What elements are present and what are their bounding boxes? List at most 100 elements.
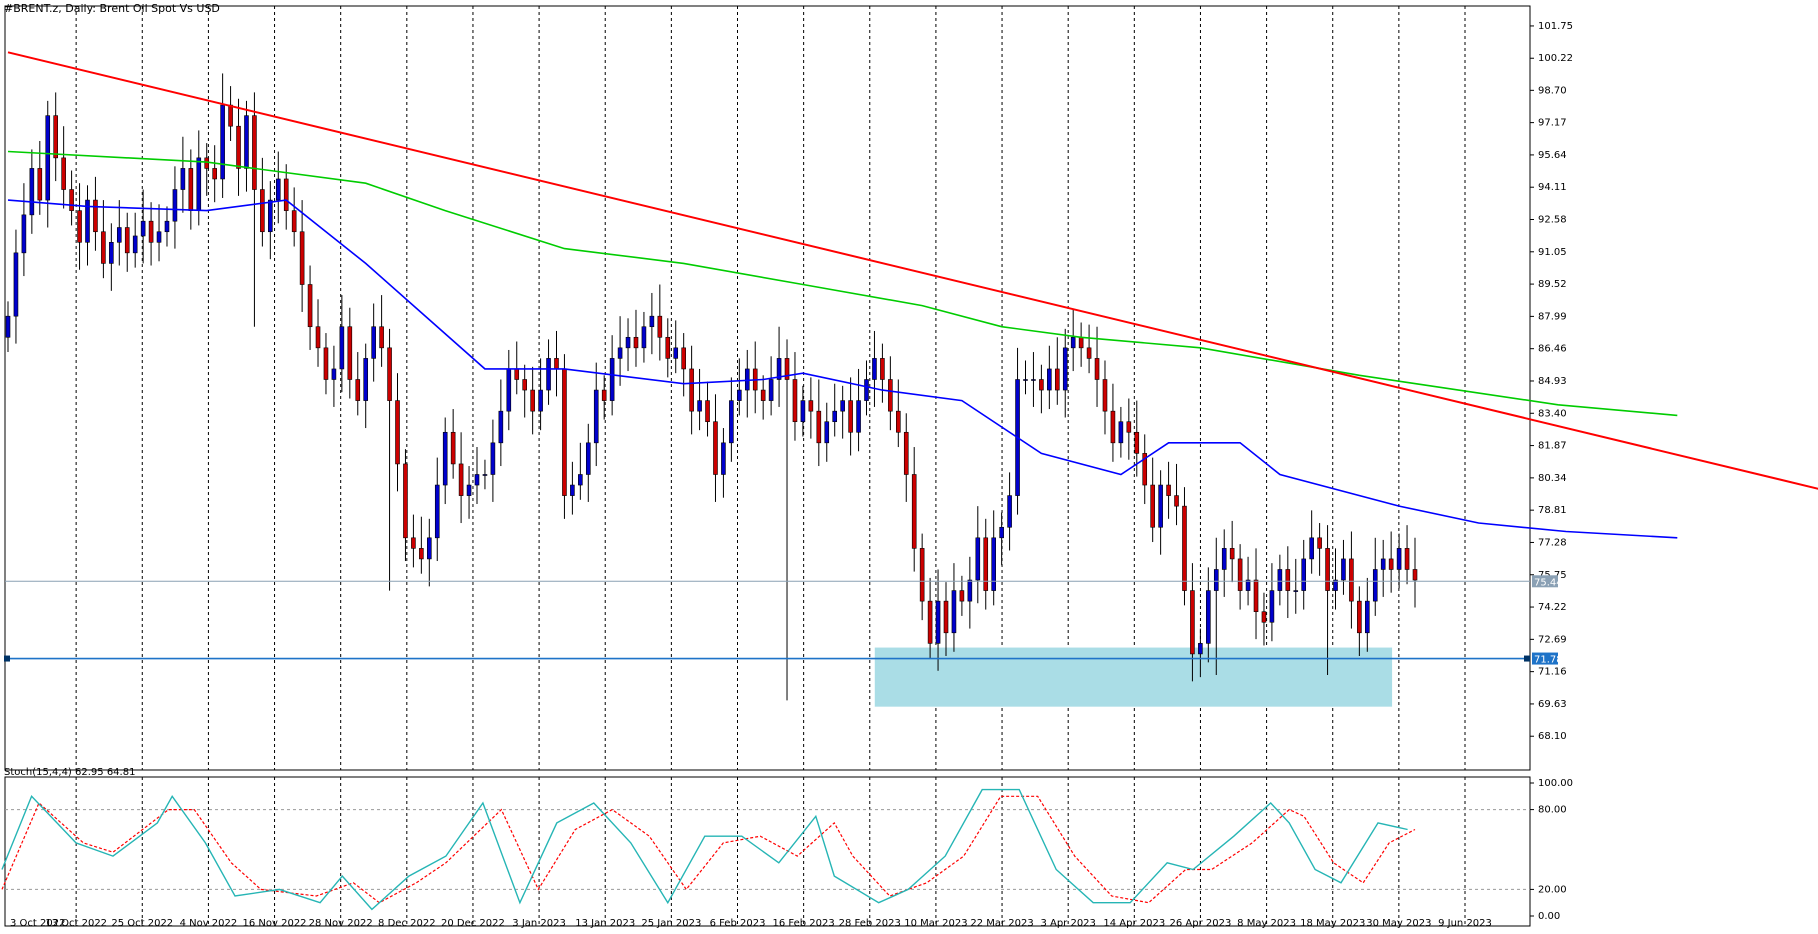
support-zone — [874, 647, 1393, 707]
candle-body — [1182, 505, 1187, 591]
candle-body — [506, 368, 512, 412]
candle-body — [101, 231, 106, 264]
candle-body — [307, 284, 313, 328]
stochastic-tick-label: 100.00 — [1538, 778, 1573, 789]
candle-body — [872, 358, 877, 380]
candle-body — [116, 227, 122, 243]
candle-body — [371, 326, 376, 359]
candle-body — [999, 526, 1004, 539]
y-tick-label: 101.75 — [1538, 21, 1573, 32]
candle-body — [434, 484, 440, 539]
candle-body — [1301, 558, 1307, 591]
candle-body — [260, 189, 265, 233]
candle-body — [713, 421, 718, 475]
x-tick-label: 8 Dec 2022 — [378, 918, 436, 929]
candle-body — [172, 189, 178, 222]
candle-body — [848, 400, 853, 433]
y-tick-label: 75.75 — [1538, 570, 1567, 581]
candle-body — [935, 600, 941, 644]
candle-body — [85, 199, 90, 243]
candle-body — [1285, 569, 1291, 591]
candle-body — [1333, 579, 1338, 591]
x-tick-label: 6 Feb 2023 — [710, 918, 766, 929]
candle-body — [1078, 336, 1084, 349]
stochastic-tick-label: 0.00 — [1538, 911, 1560, 922]
x-tick-label: 16 Feb 2023 — [773, 918, 835, 929]
x-tick-label: 8 May 2023 — [1237, 918, 1296, 929]
candle-body — [458, 463, 464, 496]
candle-body — [419, 548, 424, 560]
candle-body — [69, 189, 74, 211]
y-tick-label: 98.70 — [1538, 85, 1567, 96]
x-tick-label: 3 Jan 2023 — [512, 918, 566, 929]
x-tick-label: 4 Nov 2022 — [180, 918, 238, 929]
y-tick-label: 69.63 — [1538, 699, 1567, 710]
candle-body — [816, 410, 822, 444]
x-tick-label: 9 Jun 2023 — [1438, 918, 1492, 929]
chart-title: #BRENT.z, Daily: Brent Oil Spot Vs USD — [4, 2, 220, 15]
candle-body — [951, 590, 957, 634]
candle-body — [1047, 368, 1052, 391]
y-tick-label: 87.99 — [1538, 311, 1567, 322]
candle-body — [522, 379, 527, 391]
candle-body — [538, 389, 543, 412]
candle-body — [220, 104, 225, 180]
candle-body — [1365, 600, 1370, 634]
x-tick-label: 22 Mar 2023 — [970, 918, 1033, 929]
candle-body — [1404, 548, 1410, 570]
candle-body — [1325, 548, 1330, 591]
candle-body — [132, 235, 138, 254]
candle-body — [943, 600, 949, 634]
candle-body — [387, 347, 392, 401]
candle-body — [283, 178, 289, 211]
candle-body — [776, 358, 782, 380]
candle-body — [355, 379, 361, 401]
candle-body — [1341, 558, 1346, 581]
candle-body — [61, 157, 66, 190]
candle-body — [800, 400, 806, 423]
candle-body — [705, 400, 710, 423]
x-tick-label: 26 Apr 2023 — [1170, 918, 1232, 929]
candle-body — [196, 157, 202, 211]
candle-body — [578, 474, 583, 486]
candle-body — [1237, 558, 1243, 591]
candle-body — [315, 326, 321, 349]
candle-body — [1229, 548, 1235, 560]
candle-body — [1039, 379, 1044, 391]
candle-body — [1142, 453, 1148, 486]
x-tick-label: 13 Oct 2022 — [45, 918, 107, 929]
candle-body — [1054, 368, 1060, 391]
candle-body — [299, 231, 305, 285]
candle-body — [729, 400, 734, 444]
candle-body — [911, 474, 917, 549]
candle-body — [466, 484, 472, 496]
candle-body — [737, 389, 742, 401]
candle-body — [77, 210, 82, 243]
candle-body — [681, 347, 686, 370]
candle-body — [585, 442, 591, 475]
x-tick-label: 28 Feb 2023 — [839, 918, 901, 929]
candle-body — [609, 358, 615, 401]
candle-body — [204, 157, 210, 169]
candle-body — [1150, 484, 1155, 528]
candle-body — [673, 347, 679, 359]
candle-body — [490, 442, 496, 475]
candle-body — [649, 315, 655, 328]
candle-body — [983, 537, 989, 591]
candle-body — [1293, 590, 1299, 592]
y-tick-label: 92.58 — [1538, 215, 1567, 226]
x-tick-label: 10 Mar 2023 — [904, 918, 967, 929]
candle-body — [721, 442, 726, 475]
candle-body — [13, 252, 19, 317]
y-tick-label: 71.16 — [1538, 667, 1567, 678]
candle-body — [347, 326, 353, 380]
candle-body — [411, 537, 416, 549]
candle-body — [93, 199, 98, 233]
candle-body — [919, 548, 925, 602]
candle-body — [1158, 484, 1163, 528]
candle-body — [665, 336, 671, 359]
y-tick-label: 77.28 — [1538, 537, 1567, 548]
candle-body — [1269, 590, 1275, 623]
candle-body — [824, 421, 830, 444]
